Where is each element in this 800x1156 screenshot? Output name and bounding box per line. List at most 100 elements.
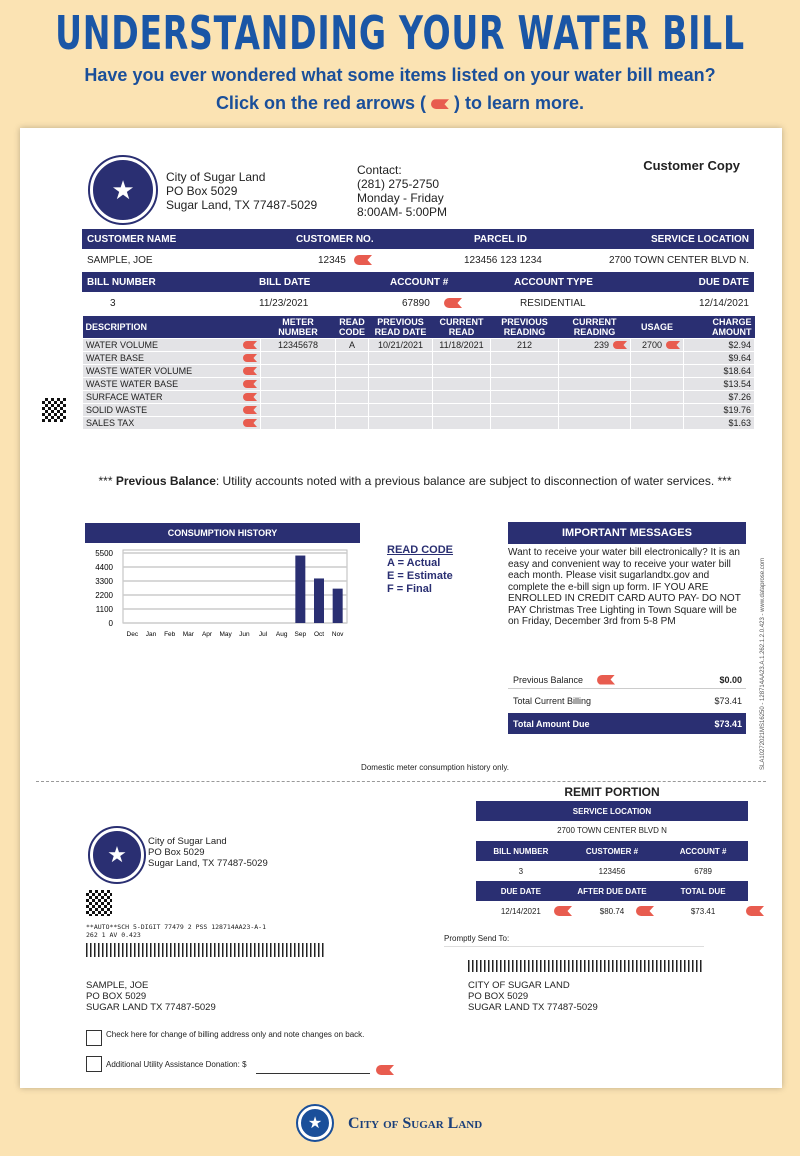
address-change-label: Check here for change of billing address… [106,1030,365,1039]
x-tick-label: May [220,631,233,638]
addr-line: PO BOX 5029 [86,991,147,1002]
account-number: 67890 [402,297,430,309]
cell-prev_date [368,351,433,365]
remit-service-header: SERVICE LOCATION [476,801,748,821]
bill-values-row: 3 11/23/2021 67890 RESIDENTIAL 12/14/202… [82,295,754,311]
cell-text: SURFACE WATER [86,392,163,402]
cell-meter [260,351,336,365]
addr-line: CITY OF SUGAR LAND [468,980,570,991]
instructions: Click on the red arrows ( ) to learn mor… [0,92,800,114]
red-arrow-icon[interactable] [243,419,257,427]
plot-area [122,549,348,624]
cell-desc: WATER VOLUME [82,338,261,352]
subtitle: Have you ever wondered what some items l… [84,65,716,85]
red-arrow-icon[interactable] [666,341,680,349]
table-row: SURFACE WATER $7.26 [82,390,755,404]
y-tick-label: 5500 [95,549,113,558]
x-tick-label: Aug [276,631,288,638]
cell-text: $18.64 [723,366,751,376]
x-tick-label: Dec [127,631,139,638]
cell-cur [558,364,631,378]
customer-no: 12345 [318,254,346,266]
remit-city-address: City of Sugar Land PO Box 5029 Sugar Land,… [148,836,268,869]
red-arrow-icon[interactable] [746,906,764,916]
cell-code [335,416,369,430]
parcel-id: 123456 123 1234 [464,254,542,266]
cell-usage [630,416,684,430]
cell-code [335,351,369,365]
remit-values-2: 12/14/2021 $80.74 $73.41 [476,904,748,918]
notice-pre: *** [98,474,116,488]
mail-line: 262 1 AV 0.423 [86,931,141,939]
donation-amount-field[interactable] [256,1073,370,1074]
cell-cur [558,377,631,391]
cell-text: A [348,340,355,350]
divider [444,946,704,947]
table-row: WASTE WATER VOLUME $18.64 [82,364,755,378]
postal-barcode [86,943,326,957]
table-row: WASTE WATER BASE $13.54 [82,377,755,391]
cell-text: 239 [593,340,609,350]
cell-amount: $1.63 [683,416,755,430]
cell-text: SALES TAX [86,418,135,428]
cell-cur_date [432,390,491,404]
table-row: WATER VOLUME 12345678 A 10/21/2021 11/18/202… [82,338,755,352]
x-tick-label: Jun [239,631,250,638]
y-tick-label: 4400 [95,563,113,572]
red-arrow-icon[interactable] [597,674,616,685]
red-arrow-icon[interactable] [243,406,257,414]
cell-cur [558,416,631,430]
donation-checkbox[interactable] [86,1056,102,1072]
cell-amount: $18.64 [683,364,755,378]
red-arrow-icon[interactable] [444,298,462,308]
red-arrow-icon [431,99,450,110]
value: 123456 [598,866,626,876]
col-header: BILL NUMBER [87,276,156,288]
cell-prev [490,416,559,430]
red-arrow-icon[interactable] [243,367,257,375]
red-arrow-icon[interactable] [243,380,257,388]
value: $73.41 [714,696,742,706]
red-arrow-icon[interactable] [636,906,654,916]
cell-usage [630,390,684,404]
cell-prev [490,351,559,365]
mail-code: **AUTO**SCH 5-DIGIT 77479 2 PSS 128714AA… [86,923,266,939]
customer-values-row: SAMPLE, JOE 12345 123456 123 1234 2700 T… [82,252,754,268]
customer-copy-label: Customer Copy [643,158,740,173]
cell-text: $2.94 [728,340,751,350]
red-arrow-icon[interactable] [243,354,257,362]
cell-text: $19.76 [723,405,751,415]
value: $73.41 [690,906,716,916]
red-arrow-icon[interactable] [243,341,257,349]
cell-cur_date [432,351,491,365]
address-change-checkbox[interactable] [86,1030,102,1046]
col-header: PREVIOUS READ DATE [368,316,433,339]
x-tick-label: Oct [314,631,324,638]
previous-balance-row: Previous Balance $0.00 [508,671,746,689]
red-arrow-icon[interactable] [554,906,572,916]
cell-usage [630,403,684,417]
notice-text: : Utility accounts noted with a previous… [215,474,732,488]
total-due-row: Total Amount Due $73.41 [508,713,746,734]
red-arrow-icon[interactable] [613,341,627,349]
red-arrow-icon[interactable] [376,1065,394,1075]
value: $73.41 [714,718,742,729]
qr-code [42,398,66,422]
cell-prev_date [368,416,433,430]
cell-code [335,377,369,391]
red-arrow-icon[interactable] [354,255,372,265]
bar-oct [314,578,324,623]
contact-info: Contact: (281) 275-2750 Monday - Friday 8:0… [357,163,447,219]
col-header: SERVICE LOCATION [651,233,749,245]
cell-text: $7.26 [728,392,751,402]
red-arrow-icon[interactable] [243,393,257,401]
x-tick-label: Apr [202,631,213,638]
col-header: CURRENT READ [432,316,491,339]
addr-line: SUGAR LAND TX 77487-5029 [468,1002,598,1013]
bar-nov [332,588,343,623]
label: Total Amount Due [513,718,590,729]
cell-meter [260,364,336,378]
bill-number: 3 [110,297,116,309]
value: $80.74 [599,906,625,916]
footer-brand: City of Sugar Land [348,1115,483,1132]
